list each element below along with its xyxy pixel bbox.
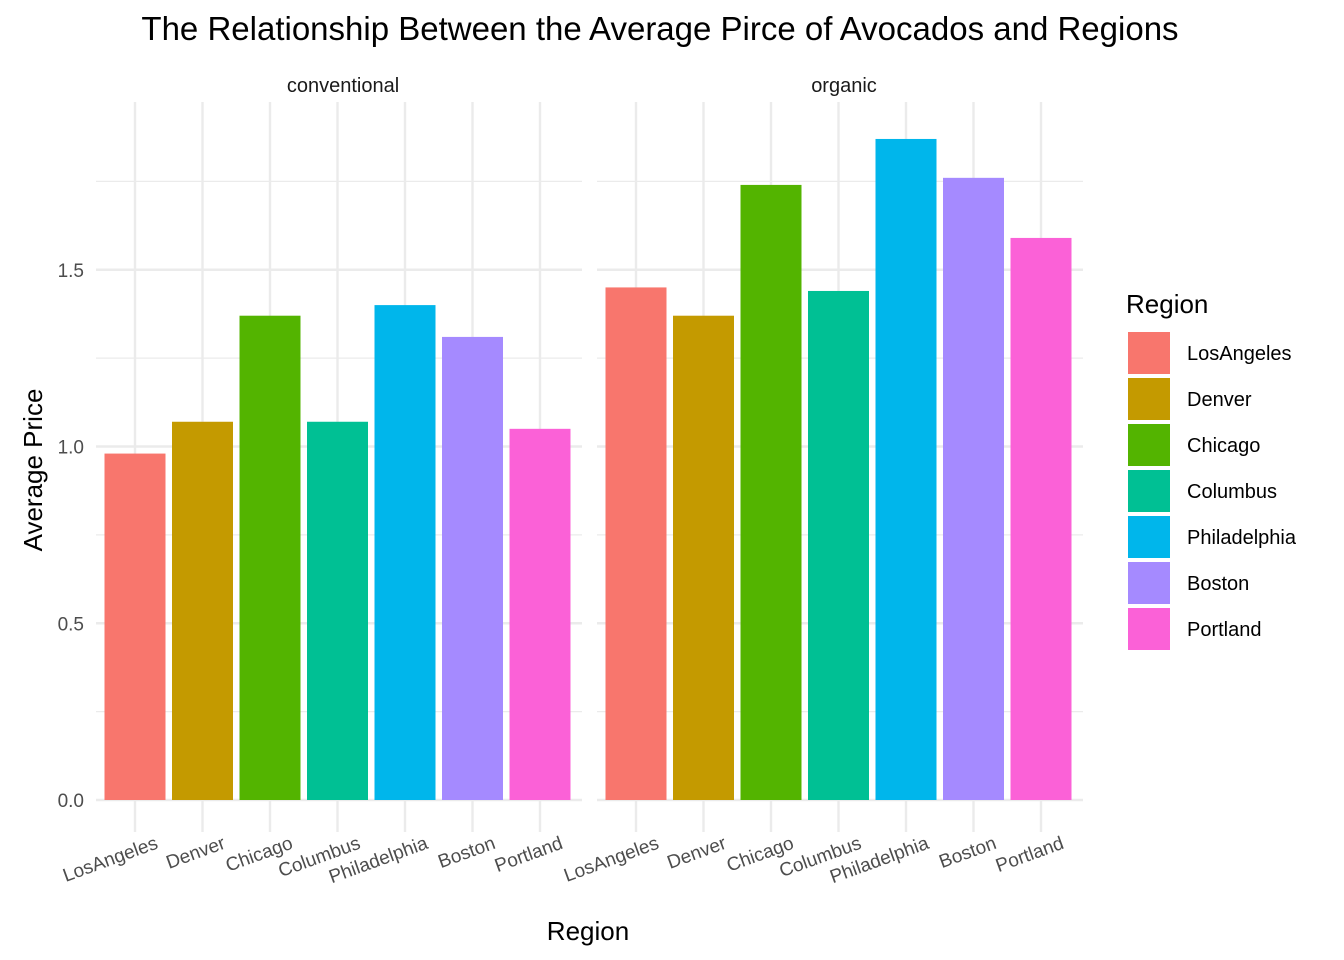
x-tick-label: Portland xyxy=(993,833,1067,877)
legend-key xyxy=(1128,608,1170,650)
legend-key xyxy=(1128,378,1170,420)
legend-key xyxy=(1128,470,1170,512)
y-tick-label: 1.0 xyxy=(58,438,84,459)
facet-label: organic xyxy=(811,75,877,97)
legend-label: LosAngeles xyxy=(1187,343,1292,365)
y-tick-label: 0.0 xyxy=(58,791,84,812)
x-axis-title: Region xyxy=(547,916,629,946)
legend-label: Denver xyxy=(1187,389,1252,411)
chart-title: The Relationship Between the Average Pir… xyxy=(141,10,1178,47)
x-tick-label: Portland xyxy=(492,833,566,877)
bar-conventional-Denver xyxy=(172,421,233,800)
bar-conventional-Chicago xyxy=(239,315,301,800)
legend-label: Chicago xyxy=(1187,435,1260,457)
legend-label: Portland xyxy=(1187,619,1262,641)
y-tick-label: 0.5 xyxy=(58,614,84,635)
x-tick-label: LosAngeles xyxy=(60,833,160,887)
x-tick-label: Denver xyxy=(664,833,729,874)
bar-organic-Denver xyxy=(673,315,734,800)
bar-conventional-Philadelphia xyxy=(374,305,436,800)
x-tick-label: Boston xyxy=(936,833,999,873)
y-tick-label: 1.5 xyxy=(58,261,84,282)
bar-organic-Boston xyxy=(943,177,1004,801)
legend-key xyxy=(1128,332,1170,374)
legend-title: Region xyxy=(1126,289,1208,319)
y-axis: 0.0 0.5 1.0 1.5 xyxy=(58,261,84,812)
legend-key xyxy=(1128,516,1170,558)
bar-conventional-LosAngeles xyxy=(104,453,166,800)
x-tick-label: Denver xyxy=(163,833,228,874)
bar-organic-Chicago xyxy=(740,184,802,800)
y-axis-title: Average Price xyxy=(18,389,48,552)
legend-label: Boston xyxy=(1187,573,1249,595)
bar-conventional-Portland xyxy=(509,428,571,800)
bar-conventional-Boston xyxy=(442,336,503,800)
legend-key xyxy=(1128,424,1170,466)
bar-organic-Portland xyxy=(1010,237,1072,800)
x-tick-label: LosAngeles xyxy=(561,833,661,887)
x-tick-label: Boston xyxy=(435,833,498,873)
bar-organic-Philadelphia xyxy=(875,138,937,800)
bar-organic-Columbus xyxy=(808,290,869,800)
legend: Region LosAngeles Denver Chicago Columbus Ph… xyxy=(1126,289,1297,650)
legend-key xyxy=(1128,562,1170,604)
legend-label: Columbus xyxy=(1187,481,1277,503)
facet-label: conventional xyxy=(287,75,399,97)
bar-conventional-Columbus xyxy=(307,421,368,800)
legend-label: Philadelphia xyxy=(1187,527,1297,549)
bar-organic-LosAngeles xyxy=(605,287,667,800)
